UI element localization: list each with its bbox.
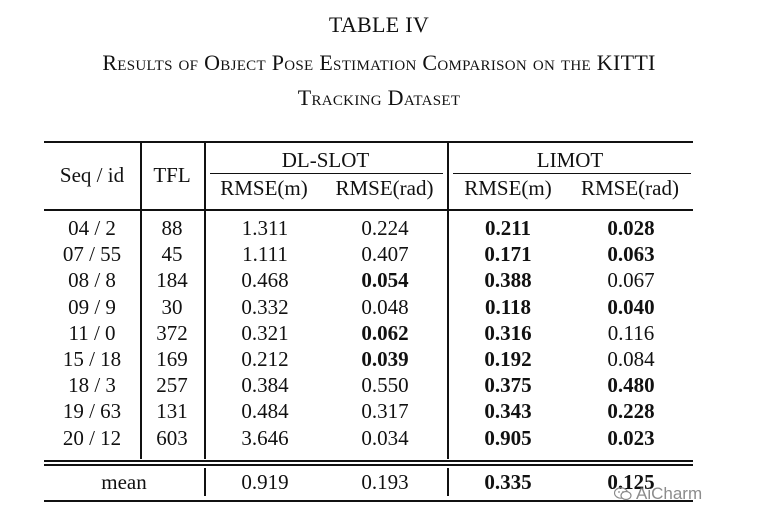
column-divider bbox=[447, 143, 449, 209]
column-divider bbox=[204, 211, 206, 459]
value-cell: 3.646 bbox=[241, 425, 289, 450]
value-cell: 0.388 bbox=[484, 268, 532, 293]
value-cell: 0.321 bbox=[241, 320, 289, 345]
value-cell: 0.228 bbox=[607, 399, 655, 424]
seq-id-cell: 09 / 9 bbox=[68, 294, 116, 319]
value-cell: 0.317 bbox=[361, 399, 409, 424]
tfl-cell: 257 bbox=[156, 373, 188, 398]
table-row: 04 / 2 88 1.311 0.224 0.211 0.028 bbox=[0, 216, 758, 242]
value-cell: 0.171 bbox=[484, 242, 532, 267]
top-rule bbox=[44, 141, 693, 143]
mean-label: mean bbox=[101, 470, 147, 494]
mean-rule-lower bbox=[44, 464, 693, 466]
table-number: TABLE IV bbox=[328, 12, 430, 37]
value-cell: 0.332 bbox=[241, 294, 289, 319]
header-col-rmse-rad: RMSE(rad) bbox=[335, 176, 434, 200]
value-cell: 0.034 bbox=[361, 425, 409, 450]
tfl-cell: 131 bbox=[156, 399, 188, 424]
value-cell: 0.028 bbox=[607, 216, 655, 240]
value-cell: 0.468 bbox=[241, 268, 289, 293]
value-cell: 0.067 bbox=[607, 268, 655, 293]
value-cell: 0.407 bbox=[361, 242, 409, 267]
value-cell: 0.480 bbox=[607, 373, 655, 398]
table-row: 18 / 3 257 0.384 0.550 0.375 0.480 bbox=[0, 373, 758, 399]
seq-id-cell: 15 / 18 bbox=[62, 347, 122, 371]
seq-id-cell: 20 / 12 bbox=[62, 425, 122, 450]
limot-group-rule bbox=[453, 173, 691, 174]
table-row: 11 / 0 372 0.321 0.062 0.316 0.116 bbox=[0, 321, 758, 347]
dl-slot-group-rule bbox=[210, 173, 443, 174]
header-col-rmse-rad: RMSE(rad) bbox=[581, 176, 679, 200]
value-cell: 0.118 bbox=[484, 294, 532, 319]
value-cell: 1.311 bbox=[241, 216, 289, 240]
value-cell: 0.040 bbox=[607, 294, 655, 319]
table-row: 15 / 18 169 0.212 0.039 0.192 0.084 bbox=[0, 347, 758, 373]
value-cell: 0.063 bbox=[607, 242, 655, 267]
tfl-cell: 372 bbox=[156, 320, 188, 345]
mean-rule-upper bbox=[44, 460, 693, 462]
value-cell: 0.084 bbox=[607, 347, 655, 371]
value-cell: 0.484 bbox=[241, 399, 289, 424]
table-caption-line2: Tracking Dataset bbox=[297, 85, 461, 110]
table-row: 08 / 8 184 0.468 0.054 0.388 0.067 bbox=[0, 268, 758, 294]
value-cell: 0.062 bbox=[361, 320, 409, 345]
table-caption-line1: Results of Object Pose Estimation Compar… bbox=[102, 50, 656, 75]
column-divider bbox=[204, 143, 206, 209]
tfl-cell: 88 bbox=[161, 216, 183, 240]
value-cell: 0.116 bbox=[607, 320, 655, 345]
value-cell: 0.054 bbox=[361, 268, 409, 293]
seq-id-cell: 18 / 3 bbox=[68, 373, 116, 398]
table-row: 07 / 55 45 1.111 0.407 0.171 0.063 bbox=[0, 242, 758, 268]
table-row: 20 / 12 603 3.646 0.034 0.905 0.023 bbox=[0, 426, 758, 452]
tfl-cell: 45 bbox=[161, 242, 183, 267]
table-row: 09 / 9 30 0.332 0.048 0.118 0.040 bbox=[0, 295, 758, 321]
header-group-limot: LIMOT bbox=[536, 148, 604, 172]
seq-id-cell: 11 / 0 bbox=[68, 320, 116, 345]
tfl-cell: 184 bbox=[156, 268, 188, 293]
value-cell: 0.048 bbox=[361, 294, 409, 319]
value-cell: 0.039 bbox=[361, 347, 409, 371]
header-group-dl-slot: DL-SLOT bbox=[281, 148, 370, 172]
header-seq-id: Seq / id bbox=[59, 163, 125, 187]
column-divider bbox=[140, 143, 142, 209]
mean-cell: 0.193 bbox=[361, 470, 409, 494]
header-col-rmse-m: RMSE(m) bbox=[220, 176, 308, 200]
tfl-cell: 603 bbox=[156, 425, 188, 450]
value-cell: 0.316 bbox=[484, 320, 532, 345]
value-cell: 0.023 bbox=[607, 425, 655, 450]
value-cell: 0.211 bbox=[484, 216, 532, 240]
value-cell: 0.384 bbox=[241, 373, 289, 398]
column-divider bbox=[447, 211, 449, 459]
column-divider bbox=[140, 211, 142, 459]
value-cell: 0.343 bbox=[484, 399, 532, 424]
value-cell: 0.192 bbox=[484, 347, 532, 371]
header-rule bbox=[44, 209, 693, 211]
value-cell: 0.550 bbox=[361, 373, 409, 398]
value-cell: 1.111 bbox=[242, 242, 288, 267]
tfl-cell: 30 bbox=[161, 294, 183, 319]
mean-cell: 0.919 bbox=[241, 470, 289, 494]
seq-id-cell: 04 / 2 bbox=[68, 216, 116, 240]
value-cell: 0.375 bbox=[484, 373, 532, 398]
wechat-icon bbox=[614, 487, 632, 501]
value-cell: 0.224 bbox=[361, 216, 409, 240]
watermark: AiCharm bbox=[614, 484, 702, 504]
column-divider bbox=[447, 468, 449, 496]
column-divider bbox=[204, 468, 206, 496]
seq-id-cell: 08 / 8 bbox=[68, 268, 116, 293]
tfl-cell: 169 bbox=[156, 347, 188, 371]
value-cell: 0.905 bbox=[484, 425, 532, 450]
header-col-rmse-m: RMSE(m) bbox=[464, 176, 552, 200]
table-row: 19 / 63 131 0.484 0.317 0.343 0.228 bbox=[0, 399, 758, 425]
header-tfl: TFL bbox=[153, 163, 191, 187]
value-cell: 0.212 bbox=[241, 347, 289, 371]
watermark-text: AiCharm bbox=[636, 484, 703, 503]
mean-cell: 0.335 bbox=[484, 470, 532, 494]
seq-id-cell: 19 / 63 bbox=[62, 399, 122, 424]
seq-id-cell: 07 / 55 bbox=[62, 242, 122, 267]
bottom-rule bbox=[44, 500, 693, 502]
